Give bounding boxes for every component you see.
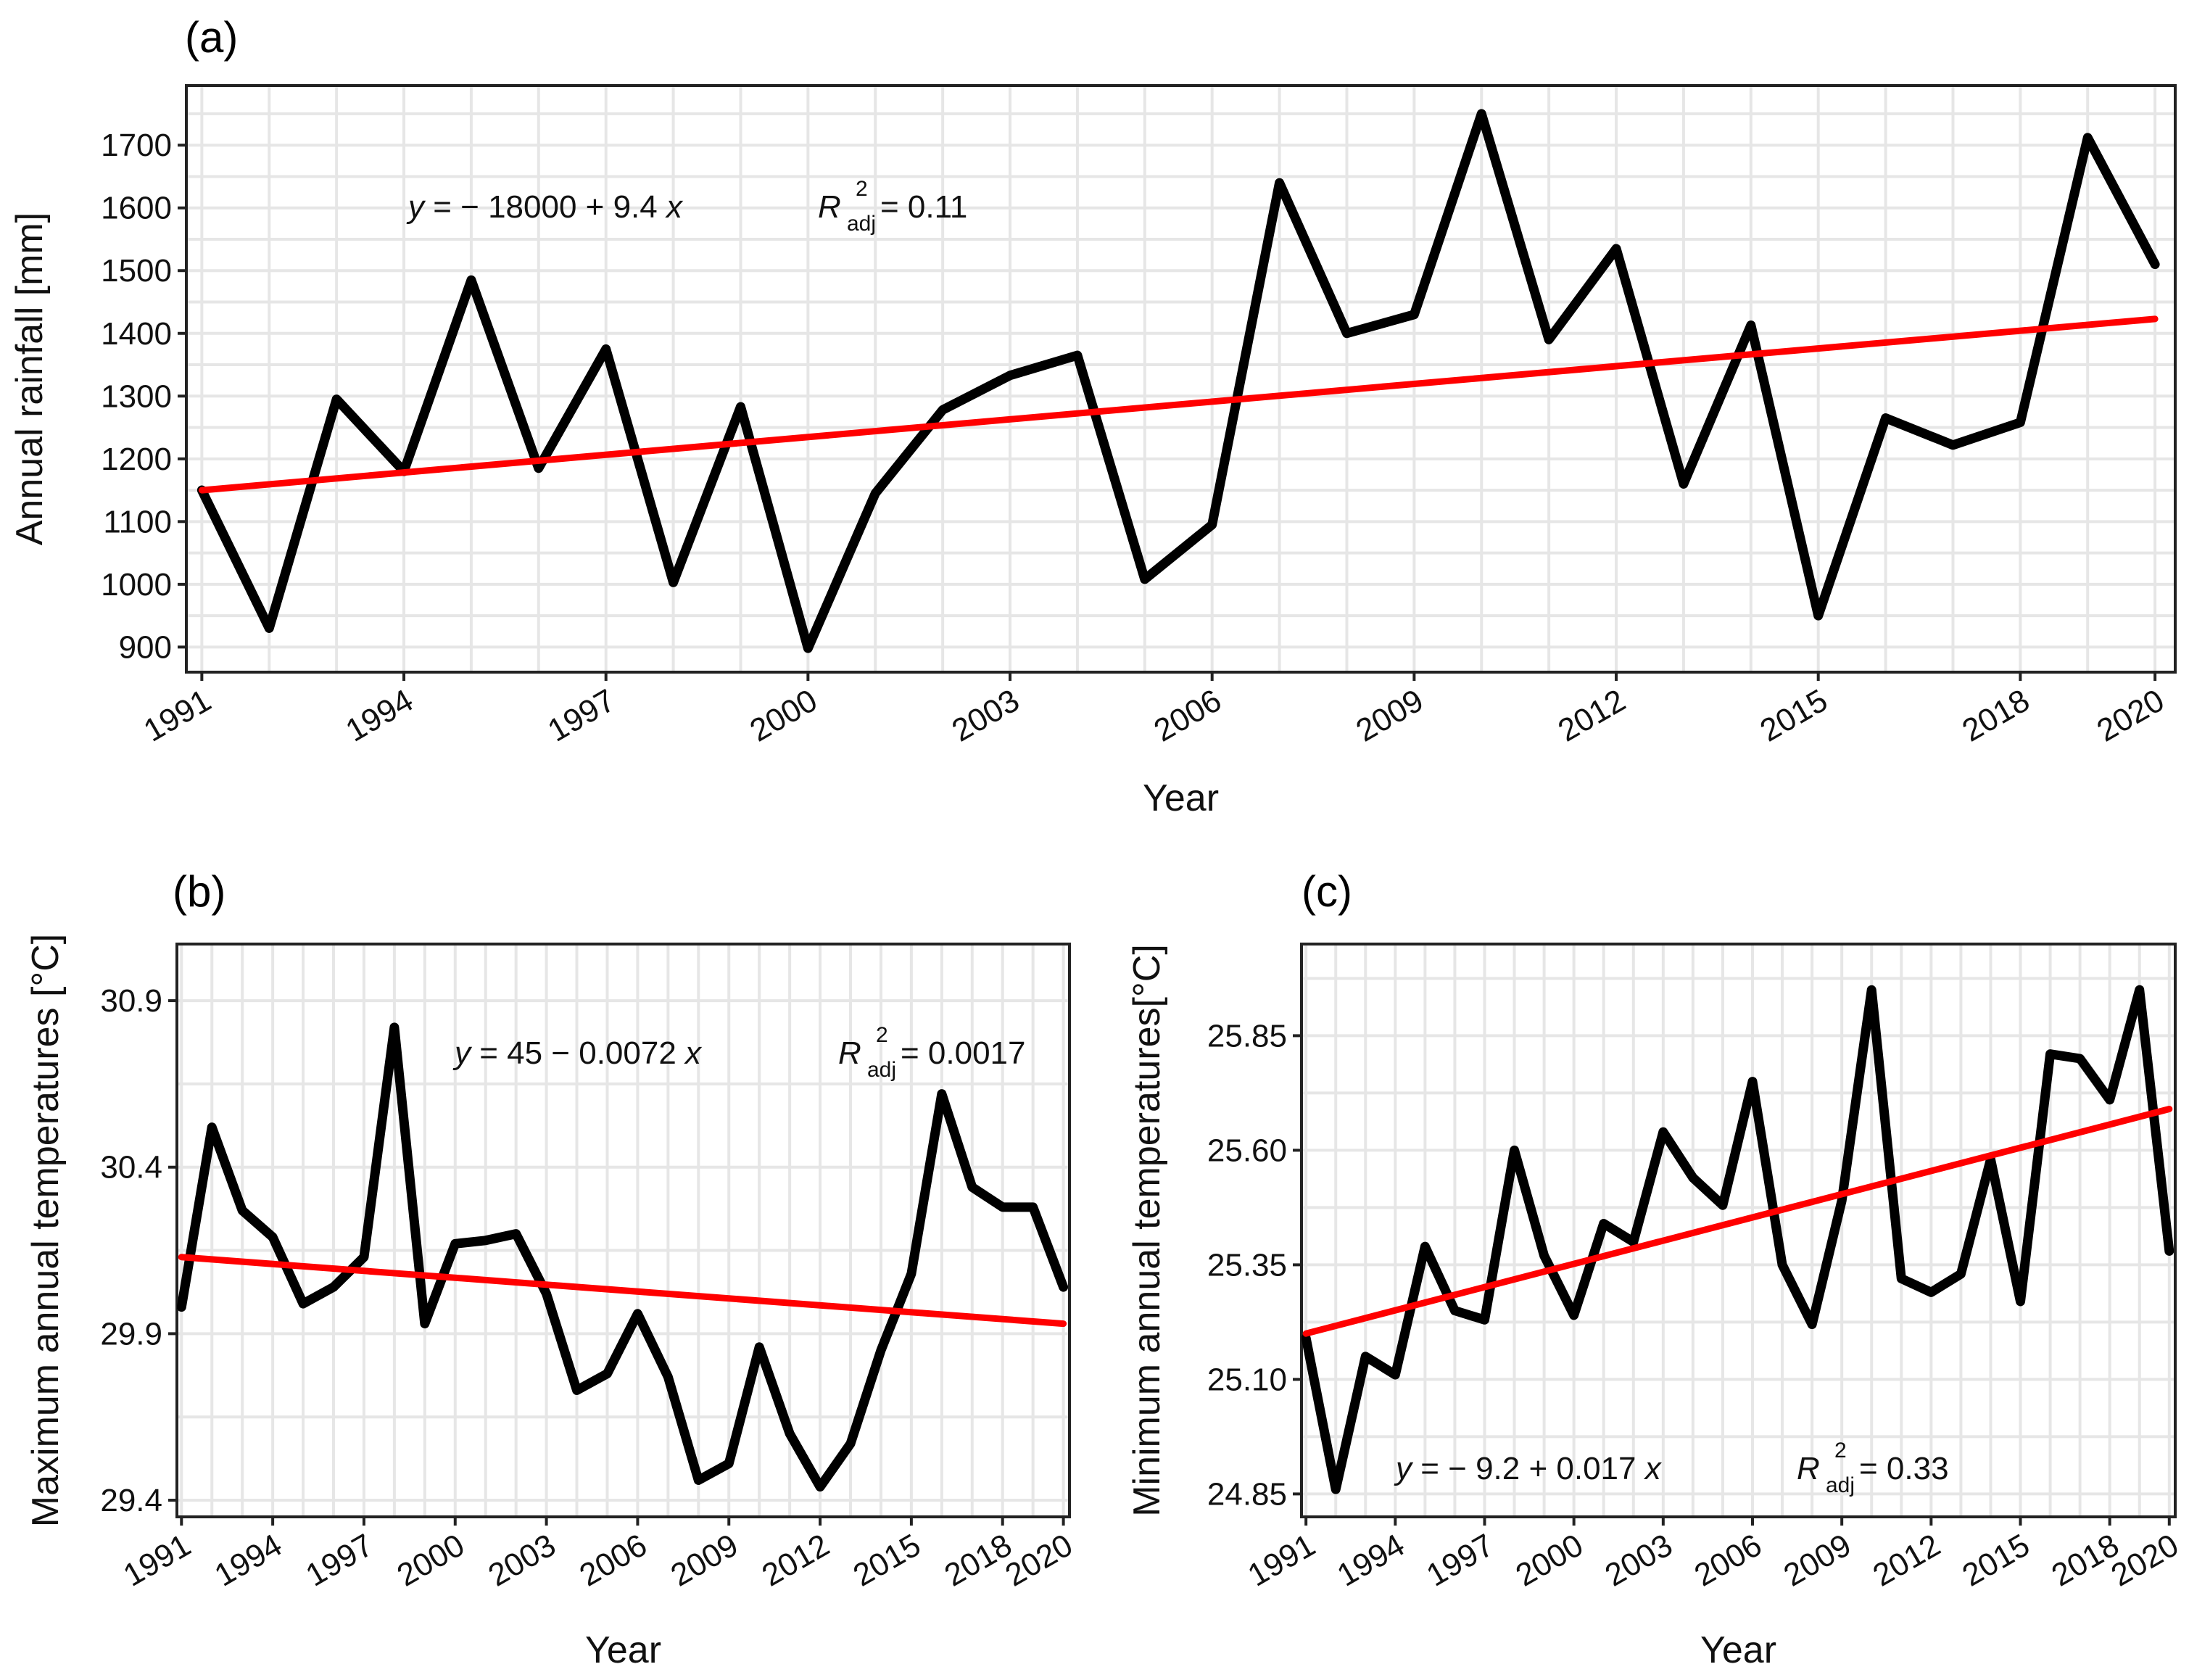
panel-b-xtick-label: 1991 xyxy=(117,1527,196,1593)
panel-a-xtick-label: 1991 xyxy=(138,682,217,748)
panel-c-equation-rhs: = − 9.2 + 0.017 xyxy=(1412,1451,1645,1486)
panel-b-r2-value: = 0.0017 xyxy=(901,1035,1026,1071)
panel-c-ytick-label: 24.85 xyxy=(1207,1476,1287,1512)
panel-b-label: (b) xyxy=(173,867,225,916)
panel-c-equation-x: x xyxy=(1644,1451,1663,1486)
panel-b-trend-line xyxy=(178,1254,1067,1328)
panel-a-xtick-label: 2020 xyxy=(2091,682,2170,748)
panel-a-equation-x: x xyxy=(665,189,684,225)
panel-c-trend-line xyxy=(1302,1106,2173,1337)
panel-b-ytick-label: 29.9 xyxy=(100,1316,162,1352)
panel-c-xtick-label: 2003 xyxy=(1600,1527,1679,1593)
panel-b-y-title: Maximum annual temperatures [°C] xyxy=(25,934,67,1527)
panel-c-xtick-label: 2012 xyxy=(1867,1527,1946,1593)
panel-a-equation: y = − 18000 + 9.4 x xyxy=(406,189,684,225)
panel-c-r2-symbol: R xyxy=(1797,1451,1820,1486)
panel-a-xtick-label: 1994 xyxy=(340,682,419,748)
panel-a-ytick-label: 1300 xyxy=(101,378,172,414)
panel-a-y-title: Annual rainfall [mm] xyxy=(9,212,51,546)
panel-a-xtick-label: 1997 xyxy=(542,682,621,748)
panel-a-ytick-label: 1500 xyxy=(101,253,172,289)
panel-a-ytick-label: 1600 xyxy=(101,191,172,226)
panel-c-equation-y: y xyxy=(1394,1451,1414,1486)
panel-b-ytick-label: 30.4 xyxy=(100,1150,162,1185)
panel-b-xtick-label: 1997 xyxy=(300,1527,379,1593)
panel-c-xtick-label: 2006 xyxy=(1689,1527,1768,1593)
panel-a-xtick-label: 2018 xyxy=(1956,682,2035,748)
panel-b-observed-series xyxy=(177,1022,1069,1492)
panel-a-r2-symbol: R xyxy=(818,189,841,225)
panel-b-equation-x: x xyxy=(684,1035,703,1071)
panel-b-xtick-label: 2015 xyxy=(848,1527,927,1593)
panel-c-xtick-label: 2000 xyxy=(1510,1527,1589,1593)
panel-a-r2-sup: 2 xyxy=(856,177,868,201)
panel-b-xtick-label: 2000 xyxy=(391,1527,470,1593)
panel-b-border xyxy=(175,943,1071,1518)
panel-a-xtick-label: 2003 xyxy=(946,682,1025,748)
panel-b-x-title: Year xyxy=(585,1629,661,1671)
panel-a-r2-sub: adj xyxy=(847,212,876,236)
panel-b-equation-y: y xyxy=(452,1035,473,1071)
panel-a-xtick-label: 2012 xyxy=(1552,682,1631,748)
panel-b-xtick-label: 2009 xyxy=(665,1527,744,1593)
panel-c-ytick-label: 25.60 xyxy=(1207,1133,1287,1168)
panel-c-border xyxy=(1300,943,2177,1518)
panel-a-xtick-label: 2015 xyxy=(1754,682,1833,748)
panel-a-r2-value: = 0.11 xyxy=(880,189,967,225)
panel-c-label: (c) xyxy=(1302,867,1352,916)
panel-c-equation: y = − 9.2 + 0.017 x xyxy=(1394,1451,1663,1486)
panel-a-observed-series xyxy=(196,109,2160,653)
panel-c-ytick-label: 25.85 xyxy=(1207,1018,1287,1054)
panel-b-xtick-label: 2020 xyxy=(999,1527,1078,1593)
panel-a-border xyxy=(185,84,2177,674)
panel-b-equation-rhs: = 45 − 0.0072 xyxy=(471,1035,685,1071)
panel-c-r2-value: = 0.33 xyxy=(1859,1451,1949,1486)
panel-b-xtick-label: 1994 xyxy=(209,1527,288,1593)
panel-c-xtick-label: 1991 xyxy=(1242,1527,1321,1593)
panel-a-ytick-label: 1200 xyxy=(101,442,172,477)
panel-b-xtick-label: 2012 xyxy=(756,1527,835,1593)
panel-a-equation-rhs: = − 18000 + 9.4 xyxy=(424,189,666,225)
panel-a-xtick-label: 2006 xyxy=(1148,682,1227,748)
panel-c-r2-sup: 2 xyxy=(1834,1439,1847,1462)
panel-b-ytick-label: 30.9 xyxy=(100,983,162,1019)
panel-b-ytick-label: 29.4 xyxy=(100,1483,162,1518)
panel-c-x-title: Year xyxy=(1700,1629,1776,1671)
panel-c-xtick-label: 2020 xyxy=(2106,1527,2185,1593)
panel-c-y-title: Minimum annual temperatures[°C] xyxy=(1126,944,1168,1517)
panel-a-trend-line xyxy=(198,315,2159,494)
panel-a-ytick-label: 1100 xyxy=(103,504,172,539)
panel-a-equation-y: y xyxy=(406,189,426,225)
panel-c-ytick-label: 25.10 xyxy=(1207,1362,1287,1397)
panel-a: 900 1000 1100 1200 1300 1400 1500 1600 1700 1991 1… xyxy=(9,13,2177,819)
panel-b-xtick-label: 2006 xyxy=(574,1527,653,1593)
panel-a-label: (a) xyxy=(185,13,238,62)
panel-a-x-title: Year xyxy=(1143,777,1219,819)
panel-b-equation: y = 45 − 0.0072 x xyxy=(452,1035,703,1071)
panel-b: 29.4 29.9 30.4 30.9 1991 1994 1997 2000 2003 2006… xyxy=(25,867,1079,1671)
panel-c-observed-series xyxy=(1302,985,2174,1494)
panel-a-ytick-label: 900 xyxy=(119,629,172,665)
panel-a-ytick-label: 1000 xyxy=(101,567,172,603)
panel-c-xtick-label: 2009 xyxy=(1778,1527,1857,1593)
panel-c-xtick-label: 1997 xyxy=(1420,1527,1499,1593)
panel-a-xtick-label: 2009 xyxy=(1350,682,1429,748)
panel-a-ytick-label: 1400 xyxy=(101,316,172,352)
panel-c-xtick-label: 2015 xyxy=(1956,1527,2035,1593)
panel-b-r2-sub: adj xyxy=(867,1058,896,1082)
panel-a-xtick-label: 2000 xyxy=(744,682,823,748)
panel-b-xtick-label: 2003 xyxy=(482,1527,561,1593)
panel-b-r2-symbol: R xyxy=(838,1035,861,1071)
panel-c-ytick-label: 25.35 xyxy=(1207,1247,1287,1283)
panel-a-ytick-label: 1700 xyxy=(101,128,172,163)
panel-b-r2-sup: 2 xyxy=(876,1023,888,1047)
panel-c-r2-sub: adj xyxy=(1826,1473,1855,1497)
panel-c-xtick-label: 1994 xyxy=(1331,1527,1410,1593)
